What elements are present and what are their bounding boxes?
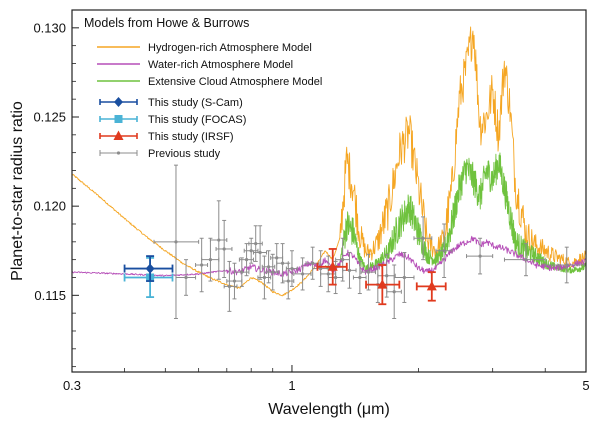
previous-study-point-21 [311, 261, 315, 265]
legend-previous-study-marker [116, 151, 121, 155]
legend-extensive-cloud-atmosphere-model-label: Extensive Cloud Atmosphere Model [148, 76, 322, 88]
previous-study-point-9 [244, 258, 249, 262]
previous-study-point-17 [280, 261, 285, 265]
previous-study-point-26 [347, 268, 352, 272]
previous-study-point-32 [402, 275, 406, 280]
previous-study-point-11 [254, 242, 258, 246]
previous-study-point-8 [240, 270, 244, 274]
previous-study-point-33 [421, 236, 425, 240]
this-study-irsf--point-1 [377, 279, 388, 289]
y-tick-label-0: 0.115 [34, 288, 66, 303]
plot-frame [71, 9, 587, 373]
y-tick-label-2: 0.125 [33, 109, 66, 124]
previous-study-point-4 [217, 238, 221, 242]
previous-study-point-14 [267, 265, 271, 269]
previous-study-point-18 [286, 279, 290, 283]
previous-study-point-27 [358, 275, 362, 280]
previous-study-point-10 [249, 249, 253, 253]
previous-study-point-22 [319, 266, 323, 271]
legend-hydrogen-rich-atmosphere-model-label: Hydrogen-rich Atmosphere Model [148, 42, 312, 54]
legend-this-study-s-cam--marker [114, 97, 123, 107]
legend-title: Models from Howe & Burrows [84, 16, 249, 30]
x-axis-label: Wavelength (μm) [268, 401, 390, 418]
x-tick-label-0: 0.3 [63, 378, 81, 393]
previous-study-point-1 [184, 275, 188, 280]
previous-study-point-24 [334, 275, 338, 280]
legend-this-study-irsf--marker [113, 130, 124, 140]
previous-study-point-0 [174, 240, 178, 244]
this-study-s-cam--point-0 [145, 263, 155, 274]
previous-study-point-31 [392, 290, 396, 294]
this-study-irsf--point-2 [426, 280, 437, 291]
legend-this-study-focas--label: This study (FOCAS) [148, 114, 246, 126]
previous-study-point-7 [232, 279, 237, 283]
previous-study-point-30 [385, 274, 389, 278]
previous-study-point-25 [341, 258, 345, 262]
legend: Models from Howe & Burrows Hydrogen-rich… [84, 16, 322, 160]
previous-study-point-34 [442, 249, 446, 253]
legend-previous-study-label: Previous study [148, 148, 221, 160]
previous-study-point-13 [262, 275, 267, 280]
previous-study-point-12 [258, 250, 262, 255]
plot-area [72, 26, 586, 320]
previous-study-point-3 [208, 258, 213, 262]
x-tick-label-2: 5 [582, 378, 589, 393]
previous-study-point-20 [301, 272, 305, 276]
legend-water-rich-atmosphere-model-label: Water-rich Atmosphere Model [148, 59, 293, 71]
previous-study-point-19 [290, 266, 294, 271]
y-tick-label-3: 0.130 [33, 20, 66, 35]
y-tick-label-1: 0.120 [33, 199, 66, 214]
previous-study-point-35 [478, 254, 482, 258]
previous-study-point-2 [200, 263, 204, 267]
previous-study-point-37 [565, 263, 569, 267]
previous-study-point-5 [222, 247, 226, 251]
legend-this-study-s-cam--label: This study (S-Cam) [148, 97, 243, 109]
y-axis-label: Planet-to-star radius ratio [9, 101, 26, 281]
legend-this-study-focas--marker [114, 115, 123, 123]
previous-study-point-15 [271, 270, 275, 274]
previous-study-point-23 [326, 272, 330, 276]
x-tick-label-1: 1 [288, 378, 295, 393]
axes: 0.3 1 5 0.115 0.120 0.125 0.130 [33, 20, 589, 393]
model-line-water-rich-atmosphere-model [72, 235, 586, 277]
this-study-irsf--point-0 [327, 261, 338, 271]
legend-this-study-irsf--label: This study (IRSF) [148, 131, 234, 143]
previous-study-point-28 [366, 270, 371, 274]
previous-study-point-6 [227, 284, 231, 289]
previous-study-point-16 [275, 256, 279, 260]
previous-study-point-36 [524, 258, 528, 262]
